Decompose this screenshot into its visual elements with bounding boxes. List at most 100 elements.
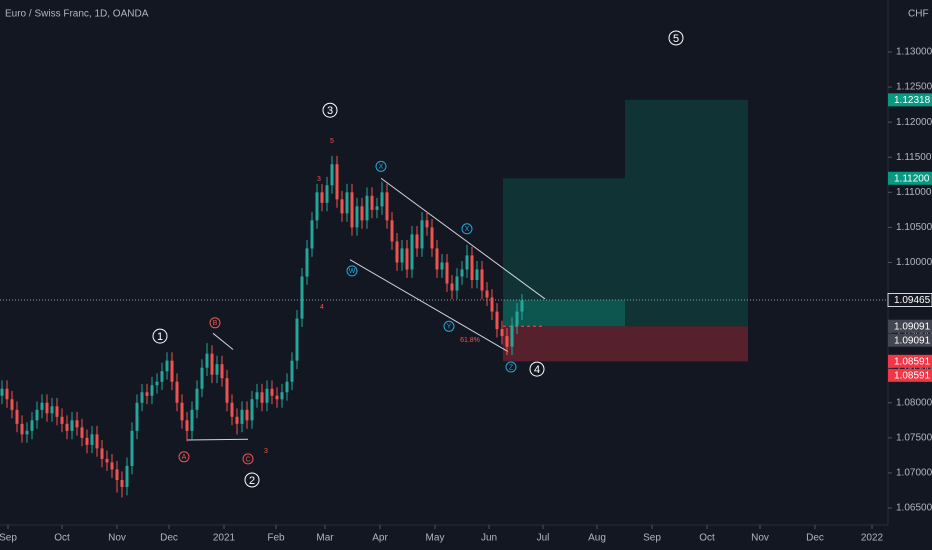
candle-body [425, 220, 429, 228]
candle-body [410, 234, 414, 270]
candle-body [105, 458, 109, 463]
candle-body [215, 364, 219, 375]
candle-body [40, 402, 44, 410]
candle-body [345, 192, 349, 214]
candle-body [435, 248, 439, 270]
candle-body [360, 206, 364, 221]
chart-title: Euro / Swiss Franc, 1D, OANDA [5, 9, 149, 20]
candle-body [170, 360, 174, 382]
annotation: 61.8% [460, 337, 480, 344]
candle-body [15, 409, 19, 424]
wave-letter: Z [509, 364, 514, 371]
candle-body [290, 360, 294, 382]
wave-letter: A [182, 454, 187, 461]
y-tick-label: 1.07000 [896, 468, 932, 479]
wave-circle [152, 328, 168, 344]
candle-body [150, 385, 154, 396]
stop-zone [503, 326, 748, 362]
y-tick-label: 1.13000 [896, 47, 932, 58]
candle-body [515, 311, 519, 326]
candle-body [270, 388, 274, 396]
candle-body [135, 402, 139, 431]
wave-circle [668, 30, 684, 46]
candle-body [30, 420, 34, 431]
wave-letter-circle [375, 160, 387, 172]
y-tick-label: 1.10000 [896, 257, 932, 268]
x-tick-label: Feb [267, 533, 285, 544]
candle-body [385, 192, 389, 221]
candle-body [305, 248, 309, 277]
candle-body [205, 353, 209, 368]
candle-body [275, 395, 279, 400]
candle-body [350, 192, 354, 228]
x-tick-label: May [426, 533, 445, 544]
y-tick-label: 1.11000 [896, 187, 932, 198]
y-tick-label: 1.10500 [896, 222, 932, 233]
price-label-bg [888, 319, 932, 333]
plot-area: 1 2 3 4 5 A B C W X Y X Z 3 4 5 3 61.8% [0, 30, 888, 498]
y-tick-label: 1.07500 [896, 433, 932, 444]
candle-body [70, 420, 74, 431]
wave-letter: B [213, 320, 218, 327]
annotation: 4 [320, 304, 324, 311]
candle-body [35, 409, 39, 421]
candle-body [380, 192, 384, 207]
candle-body [140, 392, 144, 403]
candle-body [185, 420, 189, 431]
candle-body [210, 353, 214, 375]
y-tick-label: 1.12000 [896, 117, 932, 128]
candle-body [505, 336, 509, 347]
annotation: 5 [330, 138, 334, 145]
x-tick-label: Sep [643, 533, 661, 544]
wave-circle [529, 361, 545, 377]
candle-body [100, 448, 104, 459]
price-label-bg [888, 333, 932, 347]
candle-body [320, 192, 324, 203]
candle-body [200, 367, 204, 389]
candle-body [445, 262, 449, 284]
x-tick-label: 2021 [213, 533, 236, 544]
candle-body [465, 255, 469, 270]
x-tick-label: Oct [54, 533, 70, 544]
candle-body [500, 329, 504, 337]
price-label: 1.12318 [894, 95, 931, 106]
trend-line [349, 259, 509, 352]
candle-body [520, 300, 524, 312]
candle-body [265, 388, 269, 403]
wave-letter-circle [461, 223, 473, 235]
x-tick-label: 2022 [861, 533, 884, 544]
candle-body [125, 465, 129, 487]
wave-letter-circle [242, 453, 254, 465]
candle-body [355, 206, 359, 228]
price-label: 1.09091 [894, 335, 931, 346]
candle-body [5, 388, 9, 400]
wave-letter-circle [178, 451, 190, 463]
candle-body [310, 220, 314, 249]
candle-body [120, 479, 124, 487]
x-tick-label: Mar [316, 533, 334, 544]
trend-line [212, 332, 234, 350]
candle-body [175, 381, 179, 403]
x-tick-label: Nov [108, 533, 126, 544]
candle-body [460, 269, 464, 277]
trend-line [186, 438, 249, 441]
price-label-bg [888, 93, 932, 107]
candle-body [255, 392, 259, 400]
candle-body [110, 462, 114, 470]
candle-body [315, 192, 319, 221]
price-label-bg [888, 354, 932, 368]
y-tick-label: 1.08000 [896, 397, 932, 408]
candle-body [430, 227, 434, 249]
y-tick-label: 1.06500 [896, 503, 932, 514]
candle-body [180, 402, 184, 421]
candle-body [415, 234, 419, 249]
wave-label: 3 [327, 105, 333, 117]
x-tick-label: Aug [588, 533, 606, 544]
candle-body [475, 269, 479, 281]
candle-body [245, 409, 249, 421]
candle-body [95, 434, 99, 449]
candle-body [75, 420, 79, 428]
candle-body [50, 406, 54, 414]
candle-body [230, 402, 234, 417]
x-tick-label: Oct [699, 533, 715, 544]
